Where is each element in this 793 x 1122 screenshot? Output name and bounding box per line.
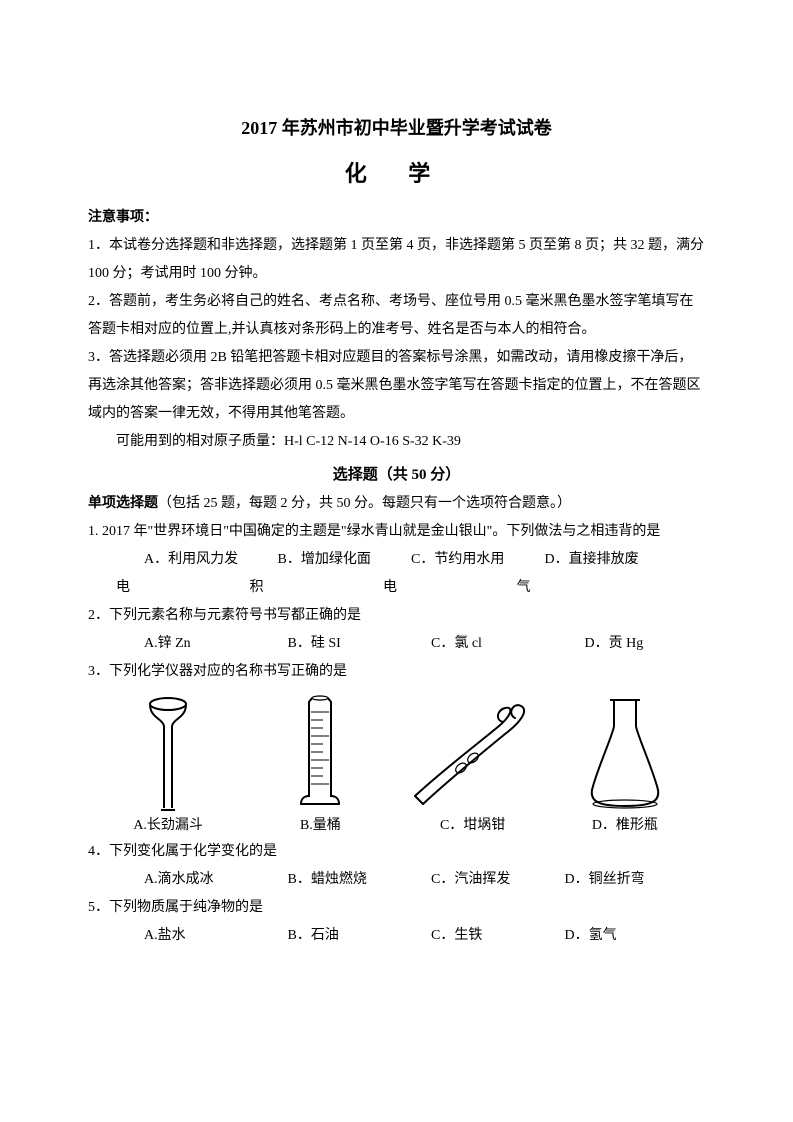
- q1-opt-b: B．增加绿化面积: [250, 546, 380, 602]
- q4-opt-a: A.滴水成冰: [116, 866, 256, 894]
- long-neck-funnel-icon: [138, 692, 198, 812]
- notice-item-1: 1．本试卷分选择题和非选择题，选择题第 1 页至第 4 页，非选择题第 5 页至…: [88, 232, 705, 288]
- atomic-masses: 可能用到的相对原子质量：H-l C-12 N-14 O-16 S-32 K-39: [88, 428, 705, 456]
- exam-page: 2017 年苏州市初中毕业暨升学考试试卷 化 学 注意事项： 1．本试卷分选择题…: [0, 0, 793, 1122]
- q5-opt-d: D．氢气: [537, 922, 657, 950]
- q2-options: A.锌 Zn B．硅 SI C．氯 cl D．贡 Hg: [88, 630, 705, 658]
- q3-label-b: B.量桶: [300, 816, 341, 836]
- q4-opt-d: D．铜丝折弯: [537, 866, 657, 894]
- mc-intro-rest: （包括 25 题，每题 2 分，共 50 分。每题只有一个选项符合题意。）: [158, 496, 571, 511]
- notice-heading: 注意事项：: [88, 204, 705, 232]
- q3-fig-b: B.量桶: [255, 692, 385, 836]
- q1-opt-c: C．节约用水用电: [383, 546, 513, 602]
- q5-opt-c: C．生铁: [403, 922, 533, 950]
- q3-fig-c: C．坩埚钳: [408, 692, 538, 836]
- q3-fig-d: D．椎形瓶: [560, 692, 690, 836]
- exam-title-line2: 化 学: [88, 152, 705, 196]
- exam-title-line1: 2017 年苏州市初中毕业暨升学考试试卷: [88, 112, 705, 144]
- q5-stem: 5．下列物质属于纯净物的是: [88, 894, 705, 922]
- q4-opt-c: C．汽油挥发: [403, 866, 533, 894]
- q3-stem: 3．下列化学仪器对应的名称书写正确的是: [88, 658, 705, 686]
- q3-label-a: A.长劲漏斗: [133, 816, 203, 836]
- q3-label-d: D．椎形瓶: [592, 816, 658, 836]
- notice-item-2: 2．答题前，考生务必将自己的姓名、考点名称、考场号、座位号用 0.5 毫米黑色墨…: [88, 288, 705, 344]
- mc-intro-bold: 单项选择题: [88, 496, 158, 511]
- q2-stem: 2．下列元素名称与元素符号书写都正确的是: [88, 602, 705, 630]
- q1-options: A．利用风力发电 B．增加绿化面积 C．节约用水用电 D．直接排放废气: [88, 546, 705, 602]
- q3-fig-a: A.长劲漏斗: [103, 692, 233, 836]
- q2-opt-c: C．氯 cl: [403, 630, 553, 658]
- q3-figures: A.长劲漏斗: [92, 692, 701, 836]
- q2-opt-a: A.锌 Zn: [116, 630, 256, 658]
- q3-label-c: C．坩埚钳: [440, 816, 505, 836]
- q5-opt-b: B．石油: [260, 922, 400, 950]
- mc-intro: 单项选择题（包括 25 题，每题 2 分，共 50 分。每题只有一个选项符合题意…: [88, 490, 705, 518]
- q4-options: A.滴水成冰 B．蜡烛燃烧 C．汽油挥发 D．铜丝折弯: [88, 866, 705, 894]
- q5-options: A.盐水 B．石油 C．生铁 D．氢气: [88, 922, 705, 950]
- q4-opt-b: B．蜡烛燃烧: [260, 866, 400, 894]
- q2-opt-d: D．贡 Hg: [557, 630, 657, 658]
- q2-opt-b: B．硅 SI: [260, 630, 400, 658]
- q1-opt-a: A．利用风力发电: [116, 546, 246, 602]
- crucible-tongs-icon: [403, 692, 543, 812]
- graduated-cylinder-icon: [295, 692, 345, 812]
- conical-flask-icon: [580, 692, 670, 812]
- mc-section-title: 选择题（共 50 分）: [88, 460, 705, 490]
- q5-opt-a: A.盐水: [116, 922, 256, 950]
- q1-stem: 1. 2017 年"世界环境日"中国确定的主题是"绿水青山就是金山银山"。下列做…: [88, 518, 705, 546]
- notice-item-3: 3．答选择题必须用 2B 铅笔把答题卡相对应题目的答案标号涂黑，如需改动，请用橡…: [88, 344, 705, 428]
- q1-opt-d: D．直接排放废气: [517, 546, 647, 602]
- q4-stem: 4．下列变化属于化学变化的是: [88, 838, 705, 866]
